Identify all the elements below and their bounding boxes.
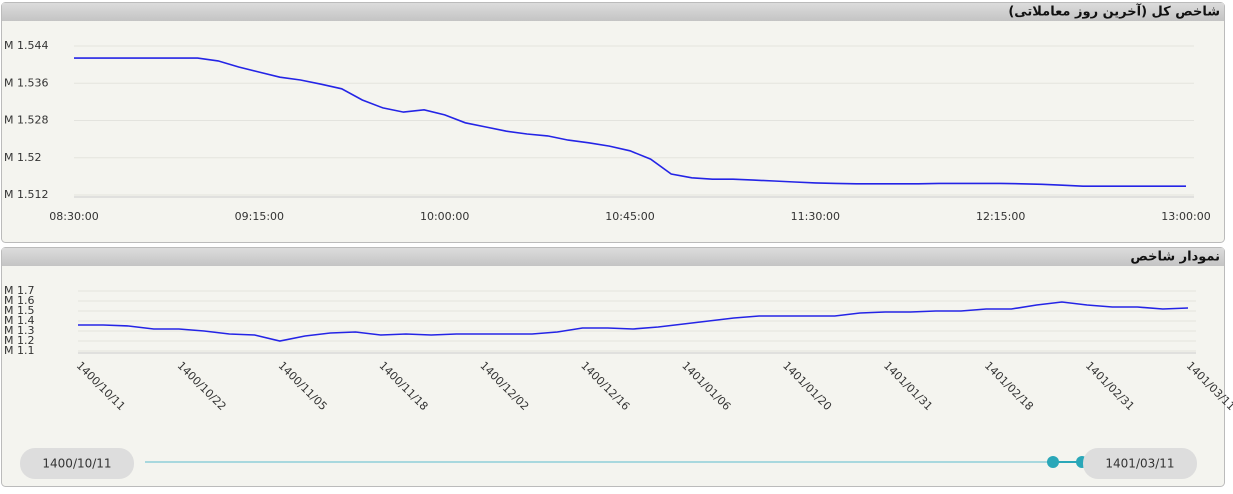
panel-header: [2, 248, 1224, 266]
slider-handle[interactable]: [1047, 456, 1059, 468]
slider-end: 1401/03/11: [1105, 457, 1174, 471]
x-tick-label: 11:30:00: [791, 210, 840, 223]
y-tick-label: M 1.536: [4, 76, 48, 89]
x-tick-label: 09:15:00: [235, 210, 284, 223]
x-tick-label: 08:30:00: [49, 210, 98, 223]
y-tick-label: M 1.5: [4, 304, 34, 317]
x-tick-label: 12:15:00: [976, 210, 1025, 223]
y-tick-label: M 1.1: [4, 344, 34, 357]
y-tick-label: M 1.2: [4, 334, 34, 347]
y-tick-label: M 1.544: [4, 39, 48, 52]
slider-end-pill: [1083, 448, 1197, 479]
y-tick-label: M 1.6: [4, 294, 34, 307]
y-tick-label: M 1.3: [4, 324, 34, 337]
x-tick-label: 10:00:00: [420, 210, 469, 223]
x-tick-label: 10:45:00: [605, 210, 654, 223]
panel: [1, 247, 1225, 487]
y-tick-label: M 1.7: [4, 284, 34, 297]
panel: [1, 2, 1225, 243]
y-tick-label: M 1.512: [4, 188, 48, 201]
data-line: [74, 57, 1186, 187]
y-tick-label: M 1.528: [4, 114, 48, 127]
panel-header: [2, 3, 1224, 21]
slider-start: 1400/10/11: [42, 457, 111, 471]
y-tick-label: M 1.52: [4, 151, 41, 164]
slider-start-pill: [20, 448, 134, 479]
chart-title: نمودار شاخص: [1130, 250, 1220, 265]
x-tick-label: 13:00:00: [1161, 210, 1210, 223]
data-line: [78, 301, 1189, 342]
chart-title: شاخص کل (آخرین روز معاملاتی): [1008, 3, 1220, 20]
y-tick-label: M 1.4: [4, 314, 34, 327]
